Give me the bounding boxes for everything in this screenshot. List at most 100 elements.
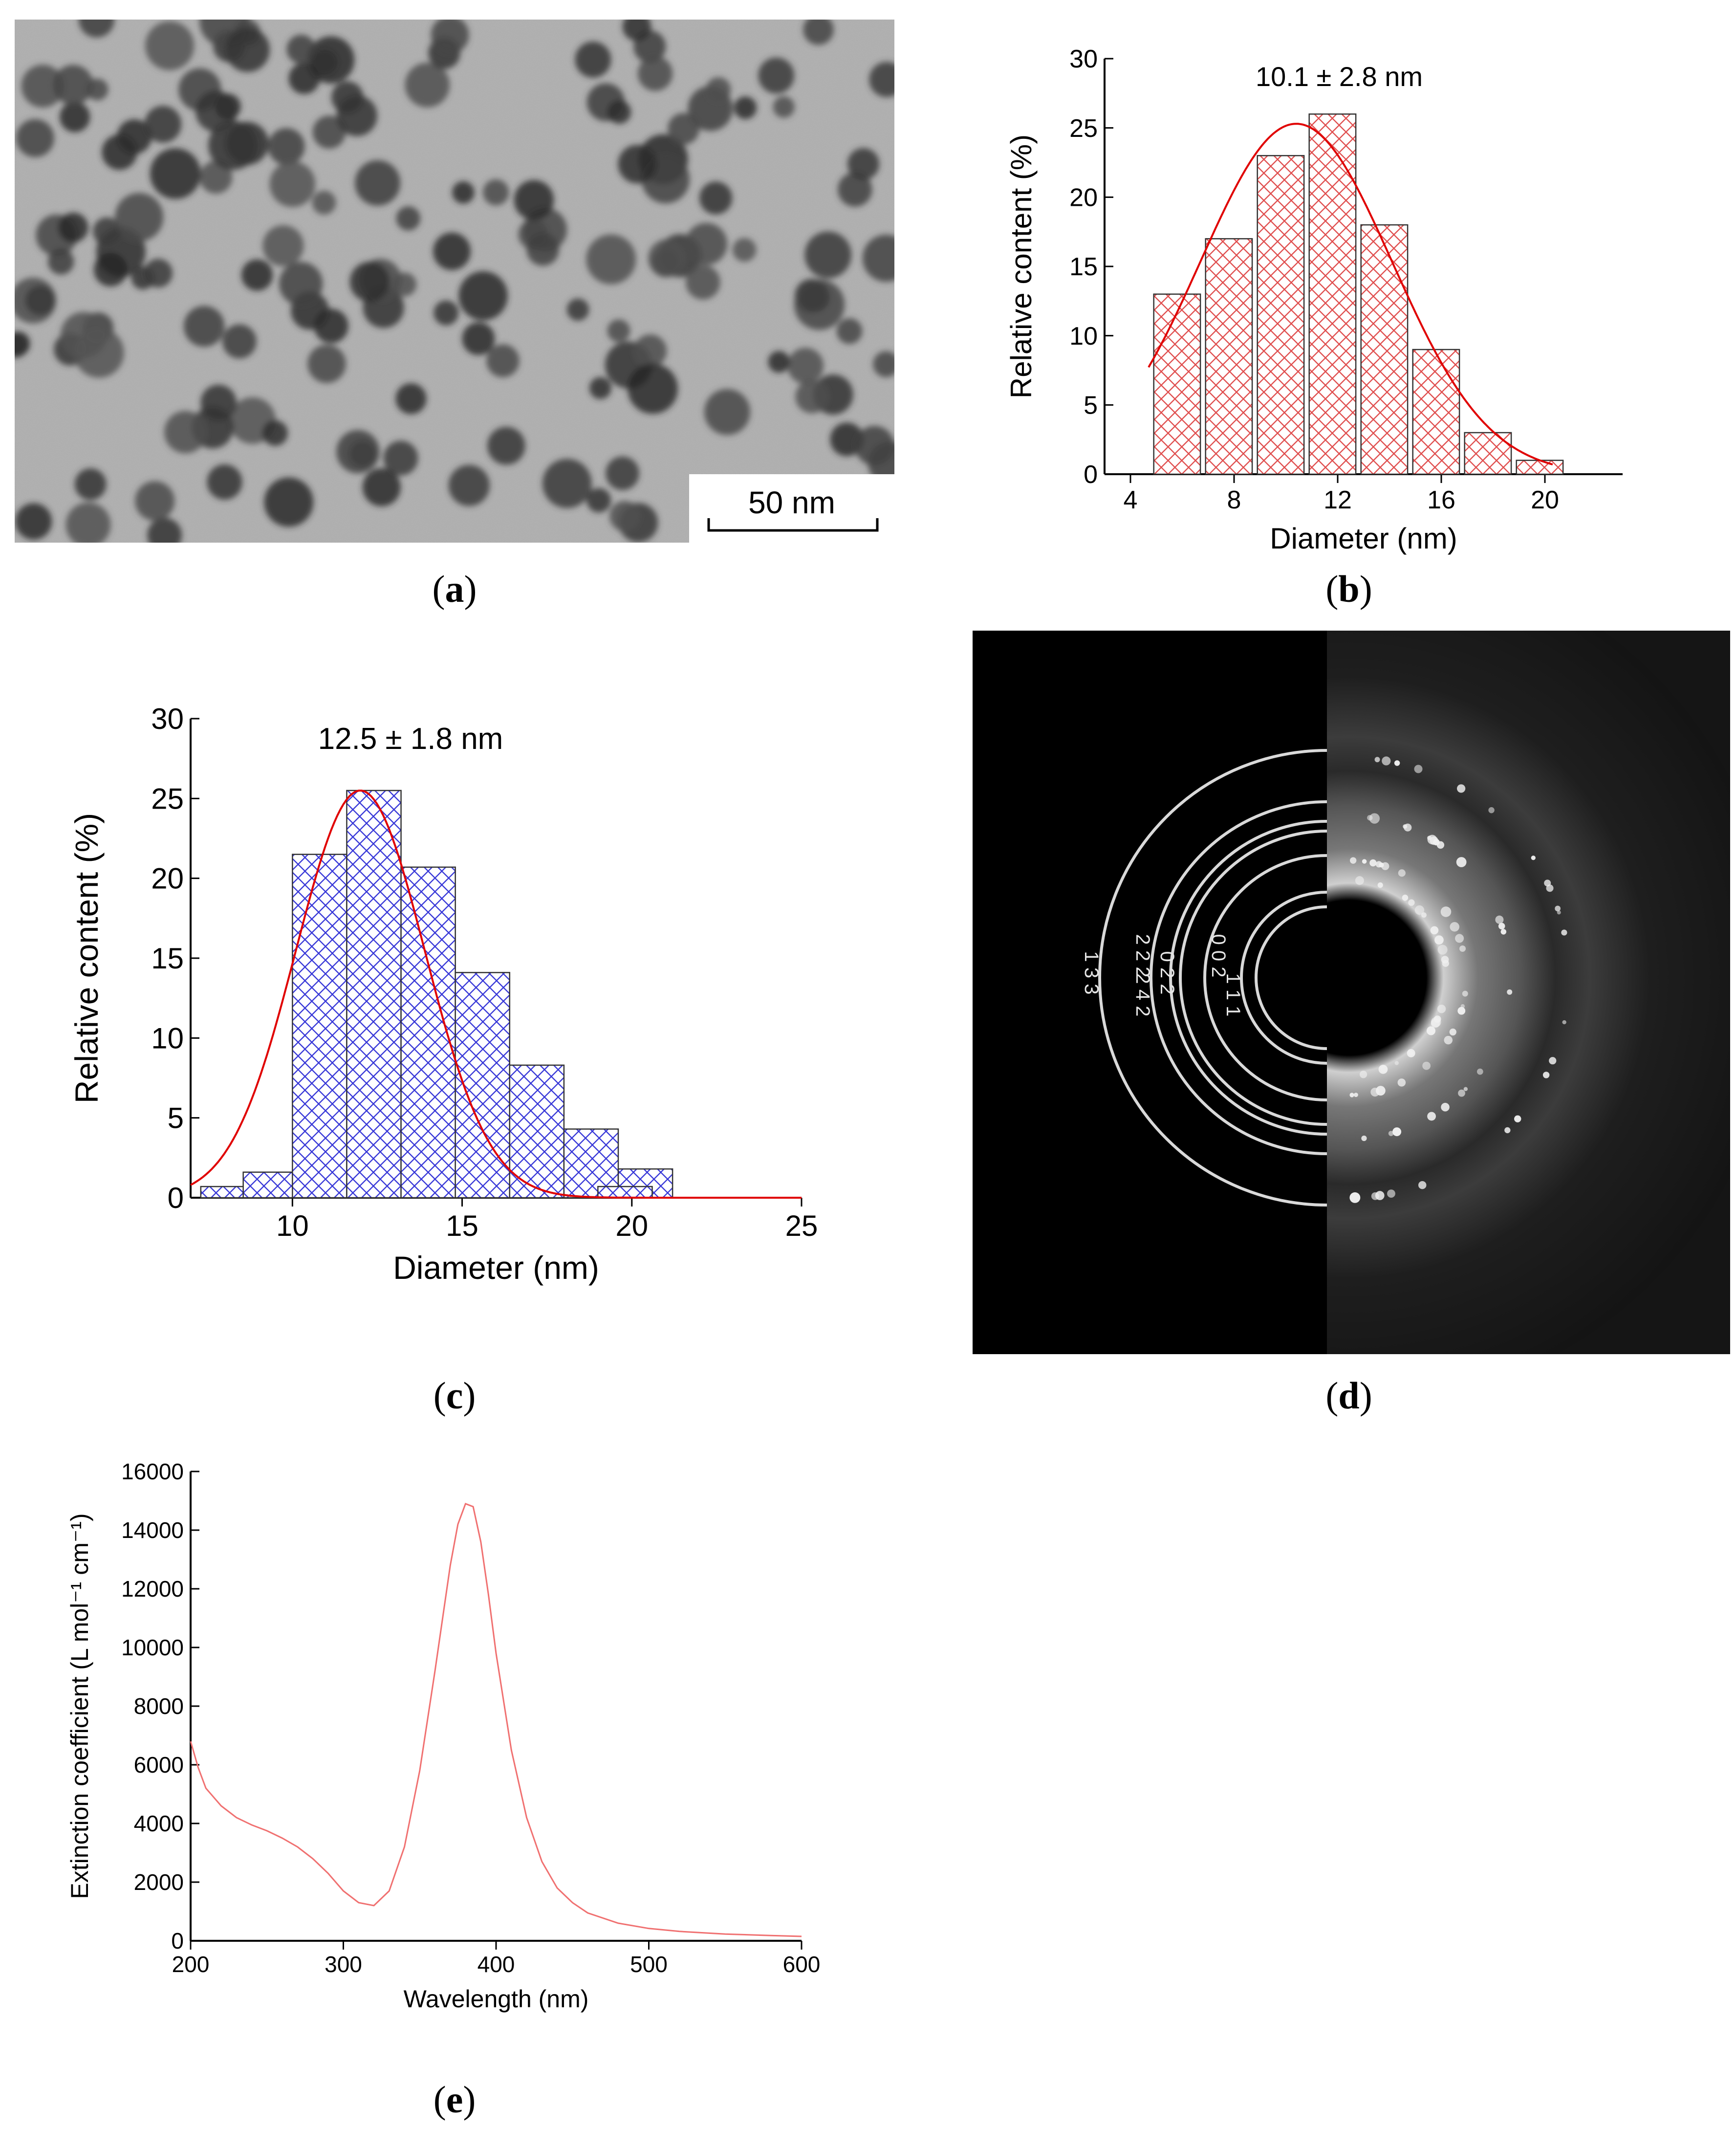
diffraction-pattern: 1 3 3 2 2 2 2 4 2 0 2 2 0 0 2 1 1 1 (973, 631, 1730, 1354)
histogram-bar (1516, 460, 1564, 475)
indexed-rings (1098, 749, 1327, 1207)
nanoparticle (355, 160, 401, 206)
histogram-bar (1412, 349, 1460, 475)
diffraction-spot (1441, 956, 1449, 964)
nanoparticle (589, 377, 611, 399)
nanoparticle (609, 501, 640, 531)
y-tick-label: 10 (151, 1022, 184, 1054)
y-tick-label: 25 (151, 782, 184, 815)
ring-label-002: 0 0 2 (1208, 934, 1229, 978)
y-tick-label: 10000 (121, 1635, 184, 1660)
nanoparticle (768, 351, 790, 373)
diffraction-spot (1434, 935, 1444, 945)
diffraction-spot (1457, 1007, 1466, 1015)
diffraction-spot (1437, 1005, 1446, 1013)
diffraction-spot (1369, 813, 1380, 824)
histogram-bar (509, 1064, 565, 1199)
nanoparticle (383, 440, 418, 476)
nanoparticle (74, 468, 107, 500)
diffraction-spot (1544, 879, 1551, 887)
scale-bar (707, 518, 879, 532)
nanoparticle (362, 468, 401, 506)
nanoparticle (628, 363, 678, 414)
diffraction-spot (1440, 906, 1452, 917)
x-tick-label: 500 (630, 1952, 668, 1977)
nanoparticle (286, 35, 316, 64)
nanoparticle (262, 420, 288, 446)
nanoparticle (102, 134, 137, 170)
nanoparticle (225, 27, 270, 72)
y-tick-label: 6000 (134, 1752, 184, 1778)
x-tick-label: 8 (1227, 486, 1241, 514)
nanoparticle (336, 430, 380, 474)
spectrum-e-panel: 0 2000 4000 6000 8000 10000 12000 14000 16000 200… (59, 1447, 850, 2048)
diffraction-spot (1561, 929, 1567, 936)
nanoparticle (431, 16, 469, 54)
x-tick-label: 16 (1427, 486, 1455, 514)
diffraction-spot (1392, 1127, 1402, 1137)
y-tick-label: 10 (1069, 322, 1098, 351)
y-tick-label: 16000 (121, 1459, 184, 1484)
ring-label-242: 2 4 2 (1132, 973, 1153, 1017)
nanoparticle (462, 322, 495, 355)
diffraction-spot (1444, 1035, 1453, 1045)
nanoparticle (144, 106, 182, 143)
diffraction-spot (1430, 836, 1438, 845)
diffraction-spot (1374, 757, 1380, 763)
y-axis-label: Relative content (%) (68, 813, 105, 1103)
diffraction-spot (1422, 1061, 1431, 1070)
ring-label-222: 2 2 2 (1132, 934, 1153, 978)
nanoparticle (838, 172, 872, 207)
nanoparticle (734, 96, 757, 119)
diffraction-spot (1514, 1115, 1521, 1122)
nanoparticle (847, 148, 880, 180)
diffraction-spot (1388, 1131, 1394, 1136)
histogram-bar (1153, 293, 1201, 475)
y-tick-label: 15 (1069, 253, 1098, 281)
diffraction-spot (1504, 1127, 1511, 1134)
diffraction-spot (1414, 905, 1425, 915)
nanoparticle (699, 181, 733, 215)
caption-b: (b) (1325, 568, 1372, 610)
spectrum-e: 0 2000 4000 6000 8000 10000 12000 14000 16000 200… (66, 1459, 820, 2013)
y-tick-label: 0 (1084, 461, 1098, 489)
diffraction-spot (1488, 807, 1495, 813)
diffraction-spot (1450, 922, 1460, 932)
nanoparticle (758, 57, 795, 94)
nanoparticle (618, 145, 657, 184)
nanoparticle (795, 380, 829, 414)
nanoparticle (575, 41, 611, 78)
chart-title: 10.1 ± 2.8 nm (1256, 61, 1423, 92)
diffraction-spot (1426, 1026, 1436, 1035)
nanoparticle (452, 181, 475, 204)
nanoparticle (668, 113, 699, 145)
nanoparticle (586, 488, 611, 513)
nanoparticle (448, 464, 490, 506)
diffraction-spot (1498, 922, 1505, 930)
y-tick-label: 5 (1084, 392, 1098, 420)
diffraction-spot (1441, 1102, 1450, 1112)
diffraction-spot (1361, 1135, 1367, 1141)
histogram-bar (1257, 155, 1305, 475)
nanoparticle (269, 161, 316, 207)
diffraction-panel: 1 3 3 2 2 2 2 4 2 0 2 2 0 0 2 1 1 1 (973, 631, 1730, 1354)
y-tick-label: 4000 (134, 1811, 184, 1836)
x-tick-label: 12 (1324, 486, 1352, 514)
nanoparticle (349, 262, 390, 302)
nanoparticle (144, 259, 173, 288)
diffraction-spot (1370, 1087, 1380, 1097)
diffraction-spot (1500, 929, 1507, 935)
histogram-bar (242, 1171, 298, 1199)
tem-micrograph: 50 nm (3, 0, 912, 552)
nanoparticle (526, 233, 560, 266)
spectrum-line (190, 1503, 802, 1937)
diffraction-spot (1427, 1112, 1436, 1121)
nanoparticle (434, 300, 459, 326)
diffraction-spot (1462, 990, 1468, 997)
ring-label-022: 0 2 2 (1156, 951, 1178, 995)
diffraction-spot (1377, 882, 1383, 888)
histogram-bar (1308, 113, 1357, 475)
diffraction-spot (1436, 841, 1445, 849)
nanoparticle (637, 56, 673, 91)
x-tick-label: 200 (172, 1952, 210, 1977)
